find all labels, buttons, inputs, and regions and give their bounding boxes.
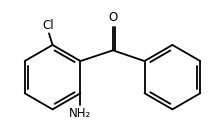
Text: NH₂: NH₂	[69, 107, 92, 120]
Text: Cl: Cl	[42, 18, 54, 32]
Text: O: O	[108, 11, 118, 24]
